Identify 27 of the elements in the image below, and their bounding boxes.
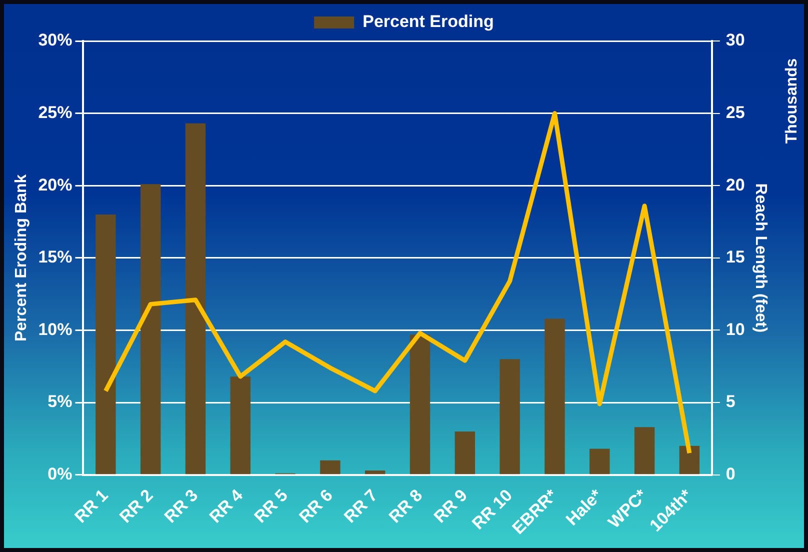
y2-tick-label: 0 <box>726 464 736 484</box>
x-tick-label: RR 7 <box>340 486 382 527</box>
x-tick-label: RR 1 <box>70 486 112 527</box>
y-tick-label: 30% <box>38 30 72 50</box>
y2-tick-label: 30 <box>726 30 745 50</box>
x-tick-label: RR 9 <box>430 486 472 527</box>
x-tick-label: RR 2 <box>116 486 157 527</box>
y2-tick-label: 20 <box>726 175 745 194</box>
text: Thousands <box>783 58 800 144</box>
y-tick-label: 10% <box>38 320 72 339</box>
x-tick-label: RR 6 <box>296 486 336 527</box>
x-tick-label: RR 5 <box>250 486 292 527</box>
y2-tick-label: 25 <box>726 102 745 122</box>
y-tick-label: 20% <box>38 175 72 194</box>
y-tick-label: 25% <box>38 102 72 122</box>
y-axis-title: Percent Eroding Bank <box>13 174 30 342</box>
y2-axis-title: Reach Length (feet) <box>752 183 769 333</box>
x-tick-label: RR 3 <box>160 486 202 527</box>
y2-tick-label: 15 <box>726 248 745 267</box>
y-tick-label: 0% <box>48 464 72 484</box>
x-tick-label: RR 8 <box>385 486 426 527</box>
y2-tick-label: 5 <box>726 392 736 412</box>
y-tick-label: 15% <box>38 248 72 267</box>
legend-label: Percent Eroding <box>362 12 494 32</box>
y-tick-label: 5% <box>48 392 72 412</box>
y2-tick-label: 10 <box>726 320 745 339</box>
x-tick-label: RR 4 <box>206 485 247 527</box>
